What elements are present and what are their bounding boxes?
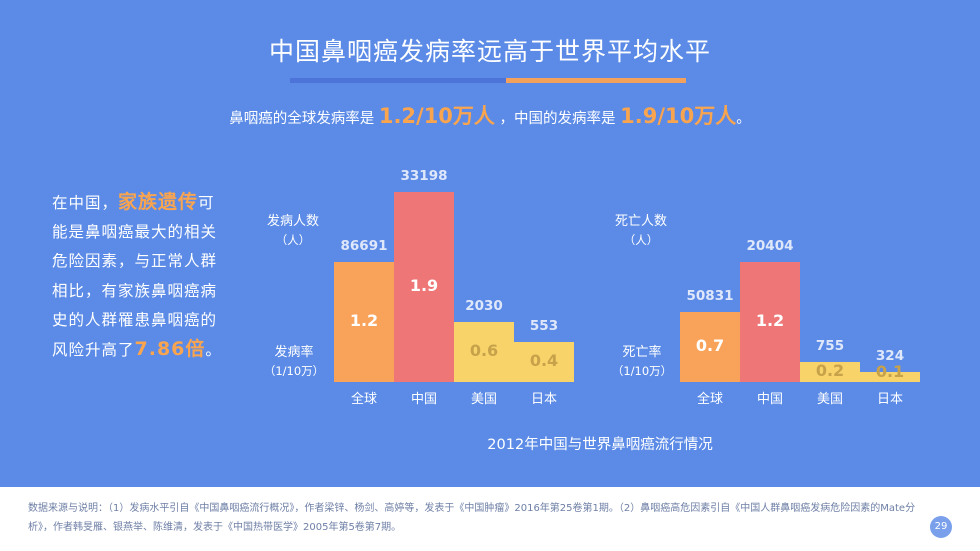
incidence-rate-label: 发病率 （1/10万） bbox=[256, 344, 332, 380]
mortality-count-label-text: 死亡人数 bbox=[614, 214, 667, 229]
count-label-全球: 86691 bbox=[340, 238, 388, 254]
left-text-highlight1: 家族遗传 bbox=[118, 191, 199, 213]
footer: 数据来源与说明：（1）发病水平引自《中国鼻咽癌流行概况》，作者梁锌、杨剑、高婷等… bbox=[0, 487, 980, 551]
incidence-rate-label-text: 发病率 bbox=[274, 345, 314, 360]
global-rate: 1.2/10万人 bbox=[378, 104, 495, 128]
rate-label-全球: 1.2 bbox=[349, 311, 379, 330]
mortality-rate-label-text: 死亡率 bbox=[622, 345, 662, 360]
category-label-美国: 美国 bbox=[470, 392, 497, 407]
incidence-count-label: 发病人数 （人） bbox=[258, 213, 328, 249]
count-label-中国: 33198 bbox=[400, 168, 448, 184]
count-label-日本: 324 bbox=[875, 348, 905, 364]
title-underline-orange bbox=[506, 78, 686, 83]
category-label-全球: 全球 bbox=[350, 392, 377, 407]
bar-中国 bbox=[394, 192, 454, 382]
left-text-part2: 可能是鼻咽癌最大的相关危险因素，与正常人群相比，有家族鼻咽癌病史的人群罹患鼻咽癌… bbox=[52, 194, 218, 360]
footer-source-text: 数据来源与说明：（1）发病水平引自《中国鼻咽癌流行概况》，作者梁锌、杨剑、高婷等… bbox=[28, 503, 916, 533]
left-text-part3: 。 bbox=[205, 341, 222, 360]
incidence-rate-unit: （1/10万） bbox=[263, 364, 325, 378]
rate-label-中国: 1.9 bbox=[409, 276, 439, 295]
count-label-美国: 755 bbox=[815, 338, 845, 354]
category-label-美国: 美国 bbox=[816, 392, 843, 407]
bar-日本 bbox=[860, 372, 920, 382]
mortality-count-unit: （人） bbox=[623, 233, 659, 247]
left-text-part1: 在中国， bbox=[52, 194, 119, 212]
title-underline-blue bbox=[290, 78, 506, 83]
bar-全球 bbox=[334, 262, 394, 382]
bar-美国 bbox=[454, 322, 514, 382]
rate-label-中国: 1.2 bbox=[755, 311, 785, 330]
mortality-rate-label: 死亡率 （1/10万） bbox=[604, 344, 680, 380]
rate-label-美国: 0.6 bbox=[469, 341, 499, 360]
count-label-日本: 553 bbox=[529, 318, 559, 334]
subtitle-part3: 。 bbox=[736, 111, 751, 127]
incidence-chart: 1.2 86691 全球 1.9 33198 中国 0.6 2030 美国 0.4 553 日本 bbox=[334, 160, 574, 407]
mortality-rate-unit: （1/10万） bbox=[611, 364, 673, 378]
count-label-美国: 2030 bbox=[465, 298, 503, 314]
subtitle-part2: ，中国的发病率是 bbox=[494, 111, 621, 127]
incidence-count-label-text: 发病人数 bbox=[266, 214, 319, 229]
count-label-中国: 20404 bbox=[746, 238, 794, 254]
subtitle-part1: 鼻咽癌的全球发病率是 bbox=[229, 111, 379, 127]
rate-label-日本: 0.1 bbox=[875, 362, 905, 381]
category-label-日本: 日本 bbox=[876, 392, 903, 407]
mortality-chart: 0.7 50831 全球 1.2 20404 中国 0.2 755 美国 0.1 324 日本 bbox=[680, 160, 920, 407]
rate-label-日本: 0.4 bbox=[529, 351, 559, 370]
incidence-count-unit: （人） bbox=[275, 233, 311, 247]
category-label-全球: 全球 bbox=[696, 392, 723, 407]
category-label-中国: 中国 bbox=[410, 392, 437, 407]
mortality-count-label: 死亡人数 （人） bbox=[606, 213, 676, 249]
category-label-日本: 日本 bbox=[530, 392, 557, 407]
family-risk-text: 在中国，家族遗传可能是鼻咽癌最大的相关危险因素，与正常人群相比，有家族鼻咽癌病史… bbox=[52, 188, 222, 365]
subtitle: 鼻咽癌的全球发病率是 1.2/10万人 ，中国的发病率是 1.9/10万人。 bbox=[0, 100, 980, 130]
page-number: 29 bbox=[930, 516, 952, 538]
bar-全球 bbox=[680, 312, 740, 382]
bar-日本 bbox=[514, 342, 574, 382]
category-label-中国: 中国 bbox=[756, 392, 783, 407]
rate-label-美国: 0.2 bbox=[815, 361, 845, 380]
chart-caption: 2012年中国与世界鼻咽癌流行情况 bbox=[487, 437, 713, 453]
china-rate: 1.9/10万人 bbox=[620, 104, 737, 128]
left-text-highlight2: 7.86倍 bbox=[134, 338, 206, 361]
bar-中国 bbox=[740, 262, 800, 382]
count-label-全球: 50831 bbox=[686, 288, 734, 304]
rate-label-全球: 0.7 bbox=[695, 336, 725, 355]
page-title: 中国鼻咽癌发病率远高于世界平均水平 bbox=[268, 37, 711, 66]
bar-美国 bbox=[800, 362, 860, 382]
